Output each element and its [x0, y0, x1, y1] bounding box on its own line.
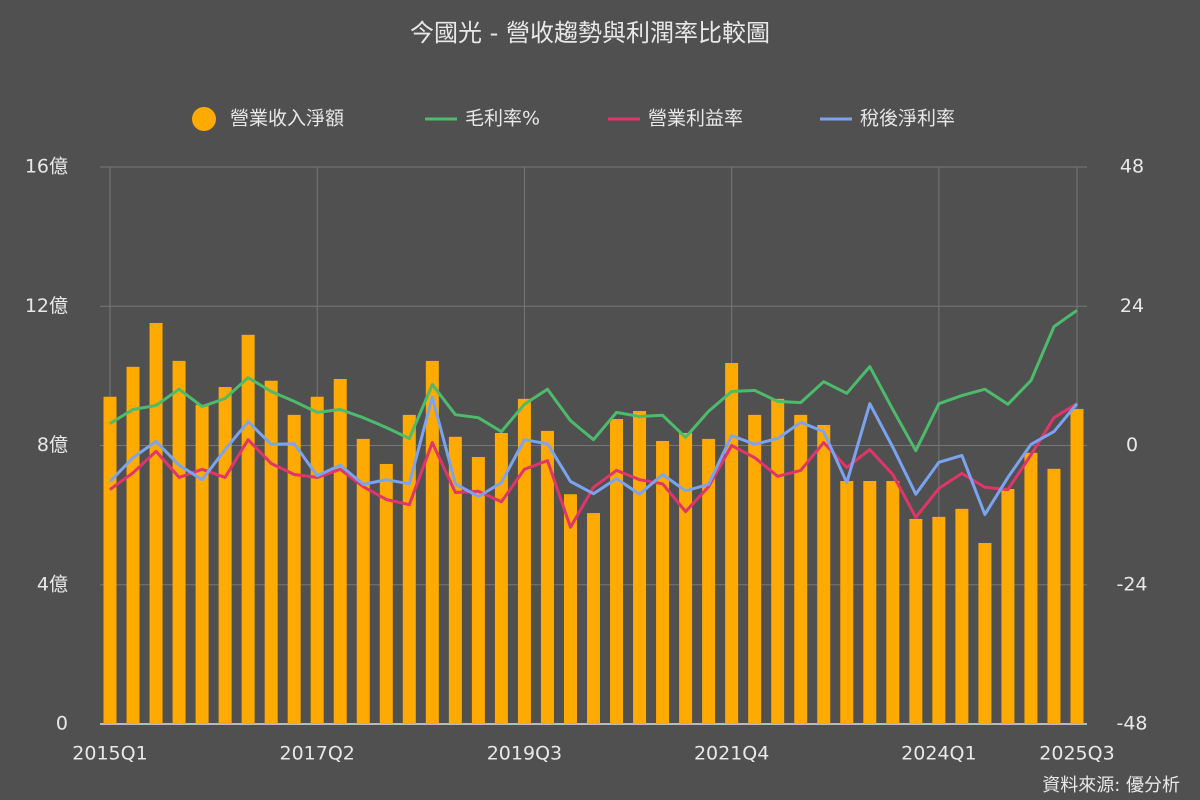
bar	[1024, 452, 1038, 724]
bar	[264, 380, 278, 724]
legend-label: 營業收入淨額	[230, 108, 344, 130]
x-tick-label: 2017Q2	[280, 743, 355, 765]
bar	[702, 438, 716, 724]
bar	[540, 430, 554, 724]
y2-tick-label: 48	[1120, 156, 1144, 178]
bar	[656, 440, 670, 724]
source-note: 資料來源: 優分析	[1042, 775, 1180, 796]
x-tick-label: 2025Q3	[1039, 743, 1114, 765]
bar	[886, 481, 900, 724]
bar	[218, 387, 232, 724]
y2-tick-label: -24	[1116, 573, 1147, 595]
bar	[610, 419, 624, 724]
bar	[333, 379, 347, 724]
bar	[587, 513, 600, 724]
bar	[771, 398, 785, 724]
bar	[287, 414, 301, 724]
x-tick-label: 2024Q1	[901, 743, 976, 765]
bar	[195, 404, 209, 724]
y-tick-label: 4億	[37, 573, 68, 595]
bar	[172, 360, 186, 724]
y-tick-label: 0	[56, 713, 68, 735]
bar	[1001, 489, 1015, 724]
bar	[748, 414, 762, 724]
bar	[103, 396, 117, 724]
y2-tick-label: 0	[1126, 434, 1138, 456]
line-series	[108, 395, 1079, 516]
y-tick-label: 12億	[25, 295, 68, 317]
bar	[149, 322, 163, 724]
legend-marker	[192, 107, 216, 131]
bar	[817, 424, 831, 724]
bar	[517, 398, 531, 724]
bar	[725, 362, 739, 724]
line-series	[109, 309, 1078, 453]
y-tick-label: 8億	[37, 434, 68, 456]
line-series	[109, 402, 1078, 529]
chart-title: 今國光 - 營收趨勢與利潤率比較圖	[410, 19, 770, 47]
bar	[1047, 468, 1061, 724]
bar	[563, 494, 577, 724]
bar	[126, 366, 140, 724]
bar	[863, 481, 877, 724]
legend-label: 毛利率%	[465, 108, 540, 130]
bar	[379, 463, 393, 724]
bar	[633, 411, 647, 724]
bar	[494, 432, 508, 724]
y2-tick-label: -48	[1116, 713, 1147, 735]
y-tick-label: 16億	[25, 156, 68, 178]
legend-label: 營業利益率	[648, 108, 743, 130]
x-tick-label: 2021Q4	[694, 743, 769, 765]
bar	[356, 438, 370, 724]
bar	[1070, 408, 1084, 724]
bar	[241, 334, 255, 724]
bar	[840, 481, 854, 724]
bar	[932, 516, 946, 724]
bar	[794, 414, 808, 724]
bar	[909, 518, 923, 724]
bar	[955, 508, 969, 724]
bar	[310, 396, 324, 724]
y2-tick-label: 24	[1120, 295, 1144, 317]
x-tick-label: 2019Q3	[487, 743, 562, 765]
bar	[471, 456, 485, 724]
bar	[978, 542, 992, 724]
x-tick-label: 2015Q1	[72, 743, 147, 765]
bar	[679, 432, 693, 724]
bar	[448, 436, 462, 724]
legend-label: 稅後淨利率	[860, 108, 955, 130]
